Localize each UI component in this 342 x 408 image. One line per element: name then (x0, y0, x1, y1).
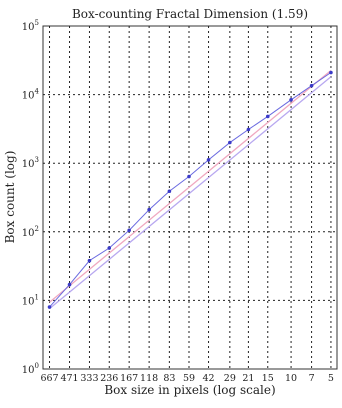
x-tick-label: 333 (80, 373, 98, 384)
x-tick-label: 42 (202, 373, 214, 384)
x-tick-label: 59 (183, 373, 195, 384)
x-tick-label: 83 (163, 373, 175, 384)
fit-line (49, 69, 332, 303)
data-point (87, 258, 92, 263)
x-tick-labels: 667 471 333 236 167 118 83 59 42 29 21 15 10 7 5 (40, 373, 334, 384)
plot-area (42, 25, 338, 370)
y-tick-labels: 100 101 102 103 104 105 (22, 19, 40, 376)
y-axis-label: Box count (log) (3, 151, 17, 244)
y-tick-label: 100 (22, 362, 39, 376)
fit-lines (49, 69, 332, 310)
x-tick-label: 21 (242, 373, 254, 384)
y-tick-label: 102 (22, 225, 39, 239)
data-point (206, 158, 211, 162)
data-point (167, 189, 172, 194)
x-tick-label: 167 (120, 373, 138, 384)
x-tick-label: 471 (60, 373, 78, 384)
data-point (309, 83, 314, 88)
data-point (47, 305, 52, 309)
y-tick-label: 101 (22, 293, 39, 307)
data-point (127, 228, 131, 233)
fit-line (49, 76, 332, 310)
x-tick-label: 7 (309, 373, 315, 384)
data-point (107, 246, 112, 250)
data-point (246, 127, 251, 132)
data-point (329, 70, 333, 75)
x-axis-label: Box size in pixels (log scale) (104, 383, 275, 397)
y-tick-label: 104 (22, 88, 40, 102)
y-tick-label: 105 (22, 19, 39, 33)
data-point (147, 207, 151, 212)
x-tick-label: 5 (328, 373, 334, 384)
grid-lines (43, 26, 337, 369)
data-point (187, 174, 191, 179)
x-tick-label: 10 (285, 373, 297, 384)
data-point (67, 282, 72, 287)
x-tick-label: 15 (262, 373, 274, 384)
data-point (228, 140, 232, 145)
x-tick-label: 667 (40, 373, 58, 384)
y-tick-label: 103 (22, 156, 39, 170)
x-tick-label: 29 (224, 373, 236, 384)
x-tick-label: 118 (140, 373, 158, 384)
data-point (289, 97, 293, 102)
data-series (47, 70, 333, 309)
x-tick-label: 236 (100, 373, 118, 384)
chart-title: Box-counting Fractal Dimension (1.59) (72, 7, 308, 21)
data-point (265, 114, 270, 119)
